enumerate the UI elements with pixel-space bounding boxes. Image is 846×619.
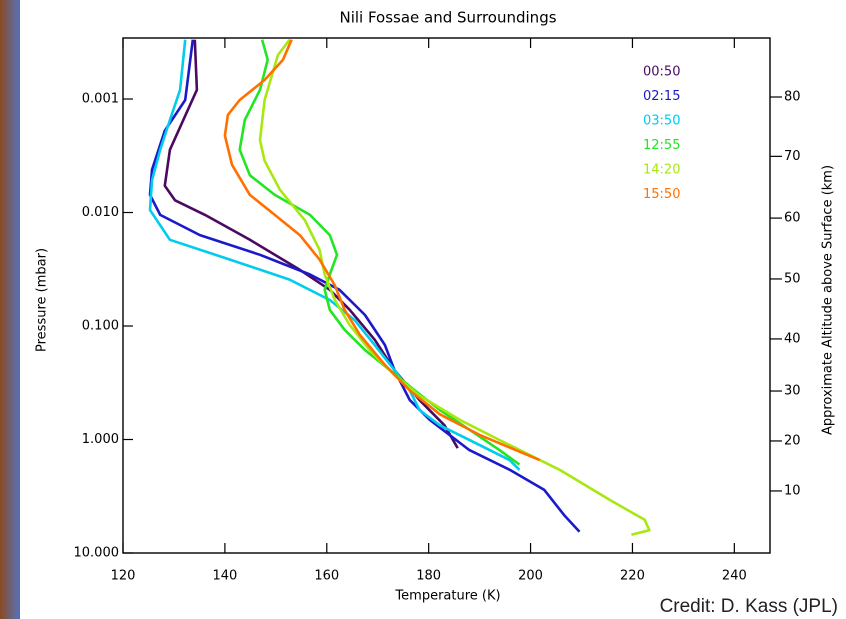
x-tick-label: 160	[314, 569, 339, 584]
x-axis-label: Temperature (K)	[394, 589, 500, 604]
series-line	[148, 39, 521, 471]
y2-axis-label: Approximate Altitude above Surface (km)	[821, 165, 836, 435]
series-line	[163, 39, 459, 449]
y2-tick-label: 50	[784, 271, 801, 286]
chart-title: Nili Fossae and Surroundings	[339, 9, 556, 27]
y-tick-label: 0.001	[82, 92, 119, 107]
y-tick-label: 0.010	[82, 205, 119, 220]
chart-panel	[20, 0, 846, 619]
series-line	[258, 38, 651, 536]
x-tick-label: 140	[212, 569, 237, 584]
y2-tick-label: 40	[784, 331, 801, 346]
y2-tick-label: 70	[784, 149, 801, 164]
x-tick-label: 220	[620, 569, 645, 584]
y-tick-label: 0.100	[82, 319, 119, 334]
y-tick-label: 1.000	[82, 432, 119, 447]
y2-tick-label: 60	[784, 211, 801, 226]
series-line	[223, 39, 541, 462]
legend-entry: 15:50	[643, 187, 680, 202]
series-line	[148, 39, 581, 533]
legend-entry: 12:55	[643, 138, 680, 153]
legend-entry: 00:50	[643, 65, 680, 80]
x-tick-label: 240	[722, 569, 747, 584]
y2-tick-label: 30	[784, 384, 801, 399]
plot-frame	[122, 37, 771, 554]
legend-entry: 14:20	[643, 163, 680, 178]
credit: Credit: D. Kass (JPL)	[660, 596, 838, 617]
y2-tick-label: 20	[784, 433, 801, 448]
y-tick-label: 10.000	[74, 546, 120, 561]
x-tick-label: 180	[416, 569, 441, 584]
series-line	[238, 39, 521, 466]
y2-tick-label: 80	[784, 90, 801, 105]
legend-entry: 02:15	[643, 89, 680, 104]
y2-tick-label: 10	[784, 483, 801, 498]
y-axis-label: Pressure (mbar)	[35, 248, 50, 352]
x-tick-label: 200	[518, 569, 543, 584]
legend-entry: 03:50	[643, 114, 680, 129]
x-tick-label: 120	[111, 569, 136, 584]
